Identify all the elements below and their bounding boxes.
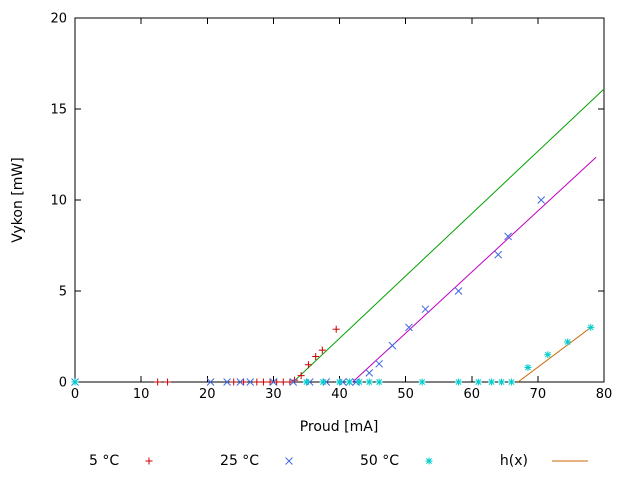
svg-text:30: 30: [265, 387, 282, 402]
svg-text:10: 10: [133, 387, 150, 402]
svg-text:70: 70: [530, 387, 547, 402]
svg-text:50: 50: [397, 387, 414, 402]
legend-item-50c: 50 °C: [360, 453, 437, 469]
legend-item-hx: h(x): [500, 453, 590, 469]
svg-text:20: 20: [199, 387, 216, 402]
x-axis-label: Proud [mA]: [300, 419, 379, 435]
legend-label-50c: 50 °C: [359, 453, 400, 469]
svg-text:0: 0: [59, 376, 67, 391]
line-sample-icon: [550, 454, 590, 468]
legend-item-25c: 25 °C: [220, 453, 297, 469]
svg-text:10: 10: [50, 194, 67, 209]
svg-text:0: 0: [71, 387, 79, 402]
svg-text:5: 5: [59, 285, 67, 300]
svg-text:20: 20: [50, 12, 67, 27]
svg-text:40: 40: [331, 387, 348, 402]
svg-text:80: 80: [596, 387, 613, 402]
plus-marker-icon: [141, 454, 157, 468]
svg-text:60: 60: [463, 387, 480, 402]
legend-label-5c: 5 °C: [89, 453, 120, 469]
asterisk-marker-icon: [421, 454, 437, 468]
y-axis-label: Vykon [mW]: [10, 157, 26, 242]
svg-text:15: 15: [50, 103, 67, 118]
chart-legend: 5 °C 25 °C 50 °C h(x): [75, 452, 604, 470]
legend-label-25c: 25 °C: [220, 453, 260, 469]
plot-area: 0 10 20 30 40 50 60 70 80 0 5 10 15 20: [50, 12, 612, 403]
cross-marker-icon: [281, 454, 297, 468]
legend-label-hx: h(x): [499, 453, 528, 469]
legend-item-5c: 5 °C: [89, 453, 157, 469]
